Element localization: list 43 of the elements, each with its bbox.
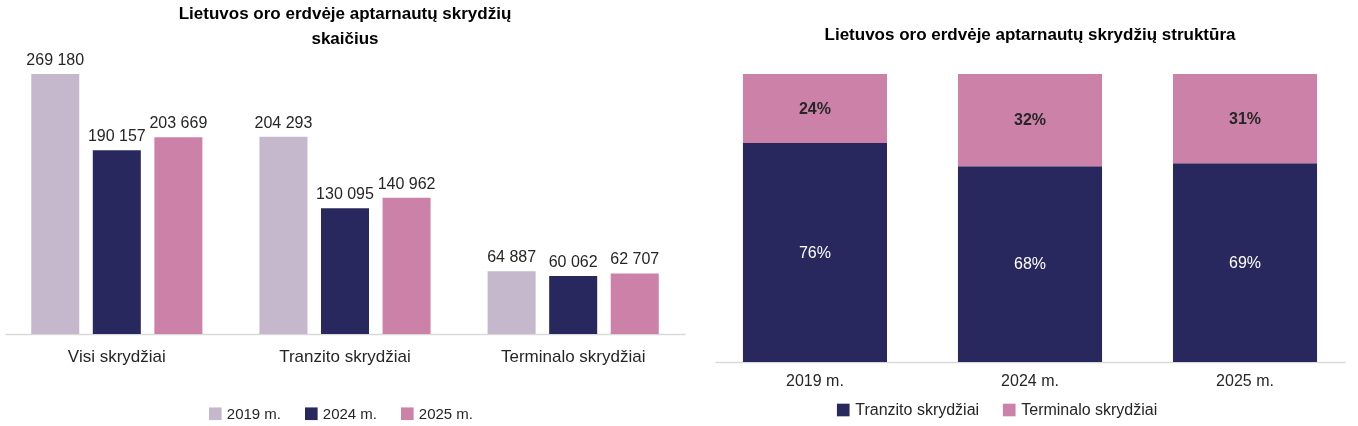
bar bbox=[92, 150, 141, 334]
chart-title: Lietuvos oro erdvėje aptarnautų skrydžių skaičius bbox=[178, 4, 512, 48]
legend-label: 2025 m. bbox=[418, 404, 473, 422]
bar bbox=[259, 136, 308, 334]
bar bbox=[742, 143, 888, 362]
bar bbox=[610, 273, 659, 334]
data-label: 31% bbox=[1229, 109, 1262, 127]
bar bbox=[487, 271, 536, 334]
x-tick-label: Terminalo skrydžiai bbox=[500, 346, 646, 366]
data-label: 62 707 bbox=[610, 250, 660, 268]
data-label: 69% bbox=[1229, 253, 1262, 271]
x-tick-label: Tranzito skrydžiai bbox=[279, 346, 411, 366]
data-label: 204 293 bbox=[254, 113, 313, 131]
data-label: 24% bbox=[798, 99, 831, 117]
bar bbox=[549, 275, 598, 334]
bar bbox=[742, 74, 888, 144]
data-label: 130 095 bbox=[316, 185, 375, 203]
legend-label: Terminalo skrydžiai bbox=[1021, 401, 1158, 418]
x-tick-label: 2025 m. bbox=[1216, 371, 1274, 389]
bar bbox=[320, 208, 370, 334]
data-label: 76% bbox=[798, 243, 831, 261]
bar bbox=[1172, 74, 1318, 164]
data-label: 190 157 bbox=[87, 127, 146, 145]
data-label: 60 062 bbox=[548, 252, 598, 270]
legend-label: 2024 m. bbox=[322, 404, 377, 422]
bar bbox=[1172, 163, 1318, 362]
bar bbox=[31, 74, 80, 334]
x-tick-label: 2024 m. bbox=[1001, 371, 1059, 389]
data-label: 203 669 bbox=[149, 114, 208, 132]
data-label: 140 962 bbox=[377, 174, 436, 192]
legend-label: 2019 m. bbox=[226, 404, 281, 422]
x-tick-label: Visi skrydžiai bbox=[67, 346, 166, 366]
data-label: 269 180 bbox=[26, 51, 85, 68]
bar bbox=[957, 74, 1103, 167]
data-label: 32% bbox=[1013, 111, 1047, 129]
bar bbox=[957, 166, 1103, 362]
x-tick-label: 2019 m. bbox=[786, 371, 844, 389]
bar bbox=[154, 137, 203, 334]
data-label: 68% bbox=[1013, 255, 1047, 273]
data-label: 64 887 bbox=[487, 248, 537, 266]
chart-title: Lietuvos oro erdvėje aptarnautų skrydžių struktūra bbox=[824, 25, 1237, 44]
bar bbox=[382, 197, 431, 334]
legend-label: Tranzito skrydžiai bbox=[855, 401, 980, 418]
